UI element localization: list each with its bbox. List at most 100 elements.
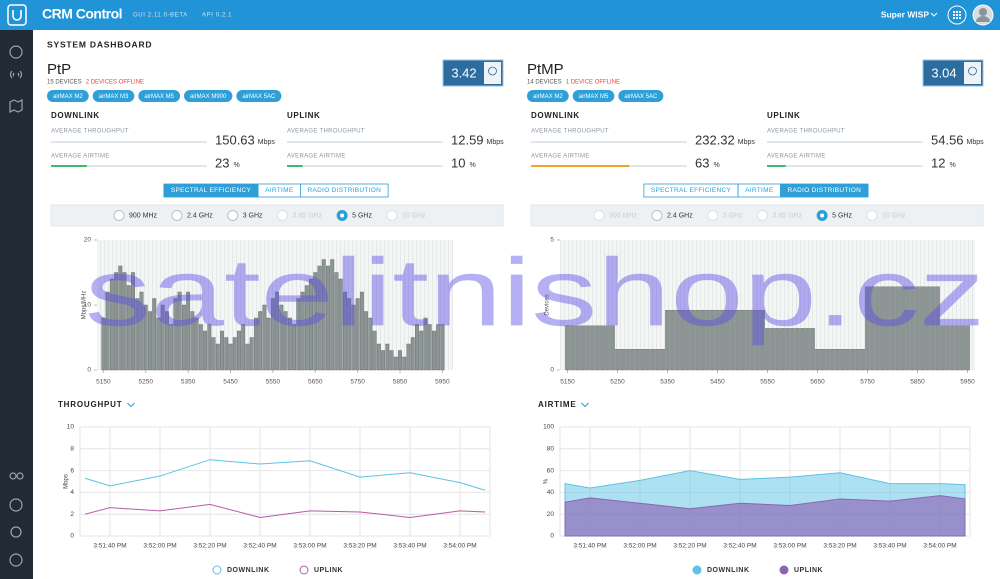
bar: [101, 317, 106, 371]
nav-sites[interactable]: [9, 498, 23, 512]
x-tick-label: 5550: [760, 379, 775, 386]
bar: [415, 324, 419, 371]
band-option[interactable]: 2.4 GHz: [651, 210, 693, 221]
tag-pill: [572, 90, 615, 102]
radio: [707, 210, 719, 221]
bar: [131, 272, 135, 371]
bar: [270, 298, 275, 371]
x-tick-label: 3:54:00 PM: [923, 543, 956, 550]
tab-label: SPECTRAL EFFICIENCY: [171, 187, 252, 194]
bar: [875, 286, 880, 371]
bar: [715, 310, 720, 371]
bar: [427, 324, 432, 371]
airtime-bar: [531, 165, 630, 167]
tab[interactable]: RADIO DISTRIBUTION: [780, 183, 869, 198]
y-axis-label: Devices: [545, 294, 551, 315]
panel-name: PtP: [47, 61, 71, 78]
bar: [330, 259, 335, 371]
tag[interactable]: airMAX 5AC: [618, 90, 664, 102]
bar: [785, 328, 790, 371]
tag[interactable]: airMAX M2: [47, 90, 89, 102]
tab[interactable]: AIRTIME: [737, 183, 781, 198]
bar: [630, 349, 635, 371]
y-tick-label: 6: [70, 467, 74, 474]
x-tick-label: 5750: [350, 379, 365, 386]
bar: [359, 291, 364, 371]
band-option[interactable]: 5 GHz: [336, 210, 372, 221]
account-chevron[interactable]: [930, 12, 938, 17]
nav-clients[interactable]: [9, 472, 17, 480]
bar: [355, 298, 360, 371]
y-tick-label: 4: [70, 489, 74, 496]
bar: [287, 317, 292, 371]
band-label: 3 GHz: [243, 212, 263, 219]
tag[interactable]: airMAX 5AC: [236, 90, 282, 102]
tag-pill: [92, 90, 135, 102]
band-option[interactable]: 5 GHz: [816, 210, 852, 221]
bar: [249, 337, 254, 371]
band-option[interactable]: 3 GHz: [227, 210, 263, 221]
tag[interactable]: airMAX M3: [92, 90, 135, 102]
bar: [279, 304, 284, 371]
bar: [190, 311, 195, 371]
bar: [905, 286, 910, 371]
tag-label: airMAX M2: [53, 94, 83, 100]
bar: [645, 349, 650, 371]
y-tick-label: 5: [550, 237, 554, 244]
nav-settings[interactable]: [10, 526, 22, 538]
apps-button[interactable]: [947, 5, 967, 25]
x-tick-label: 5750: [860, 379, 875, 386]
nav-devices[interactable]: [10, 70, 22, 79]
nav-map[interactable]: [9, 99, 23, 113]
metric-unit: %: [949, 162, 955, 169]
nav-about[interactable]: [9, 553, 23, 567]
y-tick-label: 40: [547, 489, 555, 496]
tag[interactable]: airMAX M5: [572, 90, 615, 102]
chart-menu-chevron[interactable]: [581, 402, 589, 408]
throughput-track: [287, 141, 443, 143]
radio-dot: [820, 213, 825, 218]
x-tick-label: 3:53:40 PM: [873, 543, 906, 550]
bar: [122, 272, 127, 371]
tab[interactable]: AIRTIME: [257, 183, 301, 198]
logo[interactable]: [7, 4, 27, 26]
bar: [114, 272, 119, 371]
tab[interactable]: SPECTRAL EFFICIENCY: [163, 183, 259, 198]
legend-marker: [779, 565, 789, 575]
score-avatar: [964, 62, 981, 84]
airtime-track: [287, 165, 443, 167]
metric-value: 23: [215, 155, 229, 170]
tab-label: RADIO DISTRIBUTION: [787, 187, 861, 194]
tag-label: airMAX M2: [533, 94, 563, 100]
x-tick-label: 5850: [910, 379, 925, 386]
tab[interactable]: RADIO DISTRIBUTION: [300, 183, 389, 198]
account-name[interactable]: Super WISP: [881, 9, 930, 19]
tag-label: airMAX M900: [190, 94, 227, 100]
tag[interactable]: airMAX M5: [138, 90, 181, 102]
band-option[interactable]: 2.4 GHz: [171, 210, 213, 221]
bar: [845, 349, 850, 371]
band-label: 5 GHz: [832, 212, 852, 219]
band-option[interactable]: 900 MHz: [113, 210, 158, 221]
bar: [215, 343, 220, 371]
bar: [575, 325, 580, 371]
band-label: 2.4 GHz: [667, 212, 693, 219]
y-tick-label: 100: [543, 424, 554, 431]
tag[interactable]: airMAX M2: [527, 90, 569, 102]
bar: [118, 265, 123, 371]
bar: [139, 291, 144, 371]
tag[interactable]: airMAX M900: [184, 90, 233, 102]
bar: [580, 325, 585, 371]
y-tick-label: 80: [547, 446, 555, 453]
bar: [194, 317, 199, 371]
radio: [593, 210, 605, 221]
bar: [181, 304, 186, 371]
nav-dashboard[interactable]: [9, 45, 23, 59]
api-version: API 0.2.1: [202, 13, 232, 19]
chart-menu-chevron[interactable]: [127, 402, 135, 408]
bar: [304, 285, 309, 371]
tag-label: airMAX M5: [579, 94, 609, 100]
tab[interactable]: SPECTRAL EFFICIENCY: [643, 183, 739, 198]
bar: [245, 343, 250, 371]
